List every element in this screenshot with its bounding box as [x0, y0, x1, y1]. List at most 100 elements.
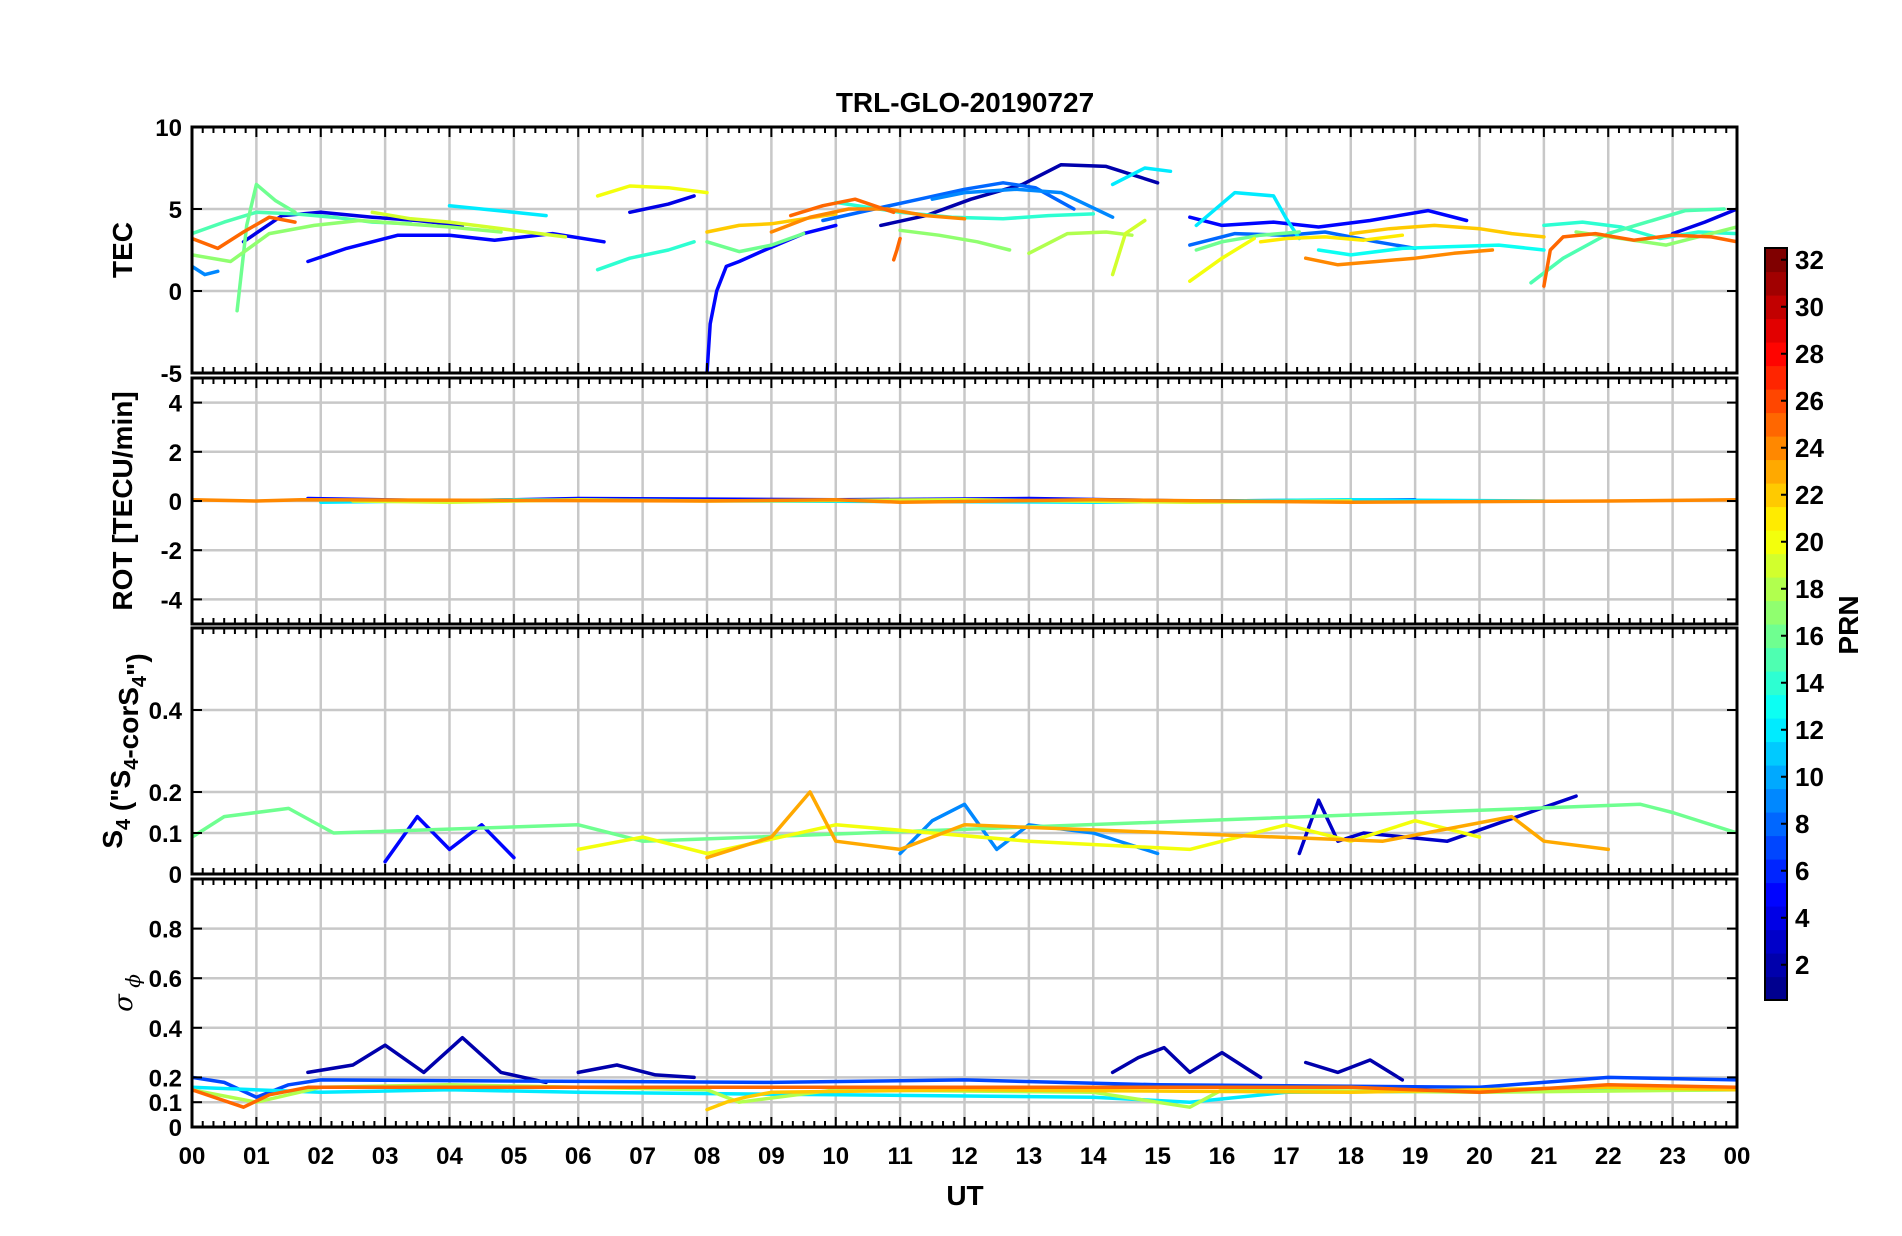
y-axis-label: ROT [TECU/min]	[107, 391, 138, 610]
x-tick-label: 05	[501, 1143, 528, 1170]
y-tick-label: 2	[169, 440, 182, 467]
series-line-prn-25	[891, 236, 902, 262]
colorbar-segment	[1765, 318, 1787, 343]
series-line-prn-9	[930, 187, 1115, 219]
x-tick-label: 06	[565, 1143, 592, 1170]
x-axis: 00 01 02 03 04 05 06 07 08 09 10 11 12 13 14 15 16 17 18 19…	[179, 1143, 1751, 1170]
colorbar-segment	[1765, 694, 1787, 719]
x-tick-label: 00	[179, 1143, 206, 1170]
series-line-prn-25	[192, 1083, 1737, 1109]
colorbar-segment	[1765, 459, 1787, 484]
x-tick-label: 22	[1595, 1143, 1622, 1170]
series-line-prn-12	[192, 1085, 1737, 1104]
colorbar-segment	[1765, 835, 1787, 860]
colorbar-tick-label: 10	[1795, 762, 1824, 792]
y-tick-label: 4	[169, 391, 183, 418]
colorbar-segment	[1765, 812, 1787, 837]
series-line-prn-4	[1670, 207, 1737, 236]
colorbar-tick-label: 32	[1795, 245, 1824, 275]
colorbar-segment	[1765, 365, 1787, 390]
y-axis-label: σ ϕ	[109, 974, 145, 1012]
colorbar-segment	[1765, 412, 1787, 437]
y-tick-label: -2	[161, 538, 182, 565]
series-line-prn-12	[1194, 190, 1302, 241]
colorbar-tick-label: 18	[1795, 574, 1824, 604]
series-group	[192, 790, 1737, 864]
y-tick-label: 10	[155, 115, 182, 142]
colorbar-tick-label: 20	[1795, 527, 1824, 557]
colorbar-segment	[1765, 342, 1787, 367]
series-line-prn-21	[1258, 233, 1405, 244]
series-line-prn-8	[1188, 230, 1417, 251]
y-tick-label: 0.4	[149, 1016, 183, 1043]
colorbar-segment	[1765, 765, 1787, 790]
x-tick-label: 11	[887, 1143, 912, 1170]
y-tick-label: 0.2	[149, 1065, 182, 1092]
series-line-prn-12	[1110, 166, 1173, 187]
x-tick-label: 23	[1659, 1143, 1686, 1170]
x-tick-label: 07	[629, 1143, 656, 1170]
x-tick-label: 03	[372, 1143, 399, 1170]
colorbar-label: PRN	[1833, 595, 1864, 654]
series-line-prn-13	[1316, 243, 1546, 257]
x-tick-label: 00	[1724, 1143, 1751, 1170]
series-line-prn-9	[192, 264, 220, 277]
y-tick-label: -5	[161, 361, 182, 388]
colorbar-tick-label: 14	[1795, 668, 1824, 698]
colorbar-segment	[1765, 600, 1787, 625]
x-tick-label: 19	[1402, 1143, 1429, 1170]
series-line-prn-2	[576, 1063, 696, 1080]
series-line-prn-14	[1542, 220, 1737, 241]
colorbar-segment	[1765, 647, 1787, 672]
colorbar-segment	[1765, 906, 1787, 931]
y-tick-label: -4	[161, 587, 183, 614]
y-tick-label: 0	[169, 489, 182, 516]
colorbar-segment	[1765, 436, 1787, 461]
colorbar-segment	[1765, 506, 1787, 531]
series-line-prn-18	[1027, 230, 1134, 256]
y-tick-label: 0	[169, 1115, 182, 1142]
series-line-prn-16	[1194, 230, 1302, 252]
x-tick-label: 04	[436, 1143, 463, 1170]
panel-ROT: 4 2 0 -2 -4 ROT [TECU/min]	[107, 376, 1739, 626]
y-tick-label: 5	[169, 197, 182, 224]
colorbar-segment	[1765, 929, 1787, 954]
series-line-prn-24	[192, 498, 1737, 504]
series-line-prn-25	[192, 215, 297, 251]
colorbar-tick-label: 8	[1795, 809, 1809, 839]
y-tick-label: 0.2	[149, 780, 182, 807]
colorbar-tick-label: 4	[1795, 903, 1810, 933]
y-tick-label: 0.1	[149, 1090, 182, 1117]
y-tick-label: 0.6	[149, 966, 182, 993]
colorbar-segment	[1765, 741, 1787, 766]
colorbar-tick-label: 16	[1795, 621, 1824, 651]
colorbar-tick-label: 28	[1795, 339, 1824, 369]
series-line-prn-12	[447, 203, 548, 218]
series-line-prn-20	[576, 818, 1482, 856]
colorbar-segment	[1765, 483, 1787, 508]
y-axis-label: S4 ("S4-corS4")	[97, 653, 152, 848]
colorbar-segment	[1765, 718, 1787, 743]
series-line-prn-23	[705, 790, 1611, 860]
colorbar-tick-label: 6	[1795, 856, 1809, 886]
colorbar-segment	[1765, 389, 1787, 414]
x-tick-label: 14	[1080, 1143, 1107, 1170]
x-axis-label: UT	[946, 1180, 983, 1211]
x-tick-label: 02	[307, 1143, 334, 1170]
series-line-prn-9	[898, 802, 1160, 856]
series-line-prn-16	[192, 802, 1737, 843]
y-axis-label: TEC	[107, 222, 138, 278]
colorbar-segment	[1765, 530, 1787, 555]
colorbar-tick-label: 12	[1795, 715, 1824, 745]
colorbar-segment	[1765, 295, 1787, 320]
series-line-prn-19	[370, 210, 568, 239]
y-tick-label: 0	[169, 862, 182, 889]
x-tick-label: 18	[1337, 1143, 1364, 1170]
series-line-prn-5	[1188, 208, 1469, 229]
y-tick-label: 0	[169, 279, 182, 306]
series-line-prn-2	[1303, 1058, 1405, 1082]
colorbar-segment	[1765, 859, 1787, 884]
x-tick-label: 12	[951, 1143, 978, 1170]
series-line-prn-19	[1110, 218, 1147, 277]
colorbar-segment	[1765, 624, 1787, 649]
